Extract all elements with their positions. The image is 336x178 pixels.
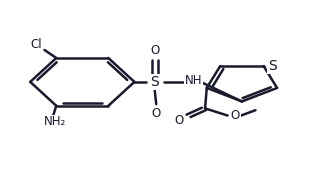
Text: O: O [231,109,240,122]
Text: Cl: Cl [30,38,42,51]
Text: NH₂: NH₂ [43,115,66,128]
Text: S: S [268,59,277,73]
Text: S: S [150,75,159,89]
Text: NH: NH [184,74,202,88]
Text: O: O [175,114,184,127]
Text: O: O [152,106,161,120]
Text: O: O [150,44,159,57]
